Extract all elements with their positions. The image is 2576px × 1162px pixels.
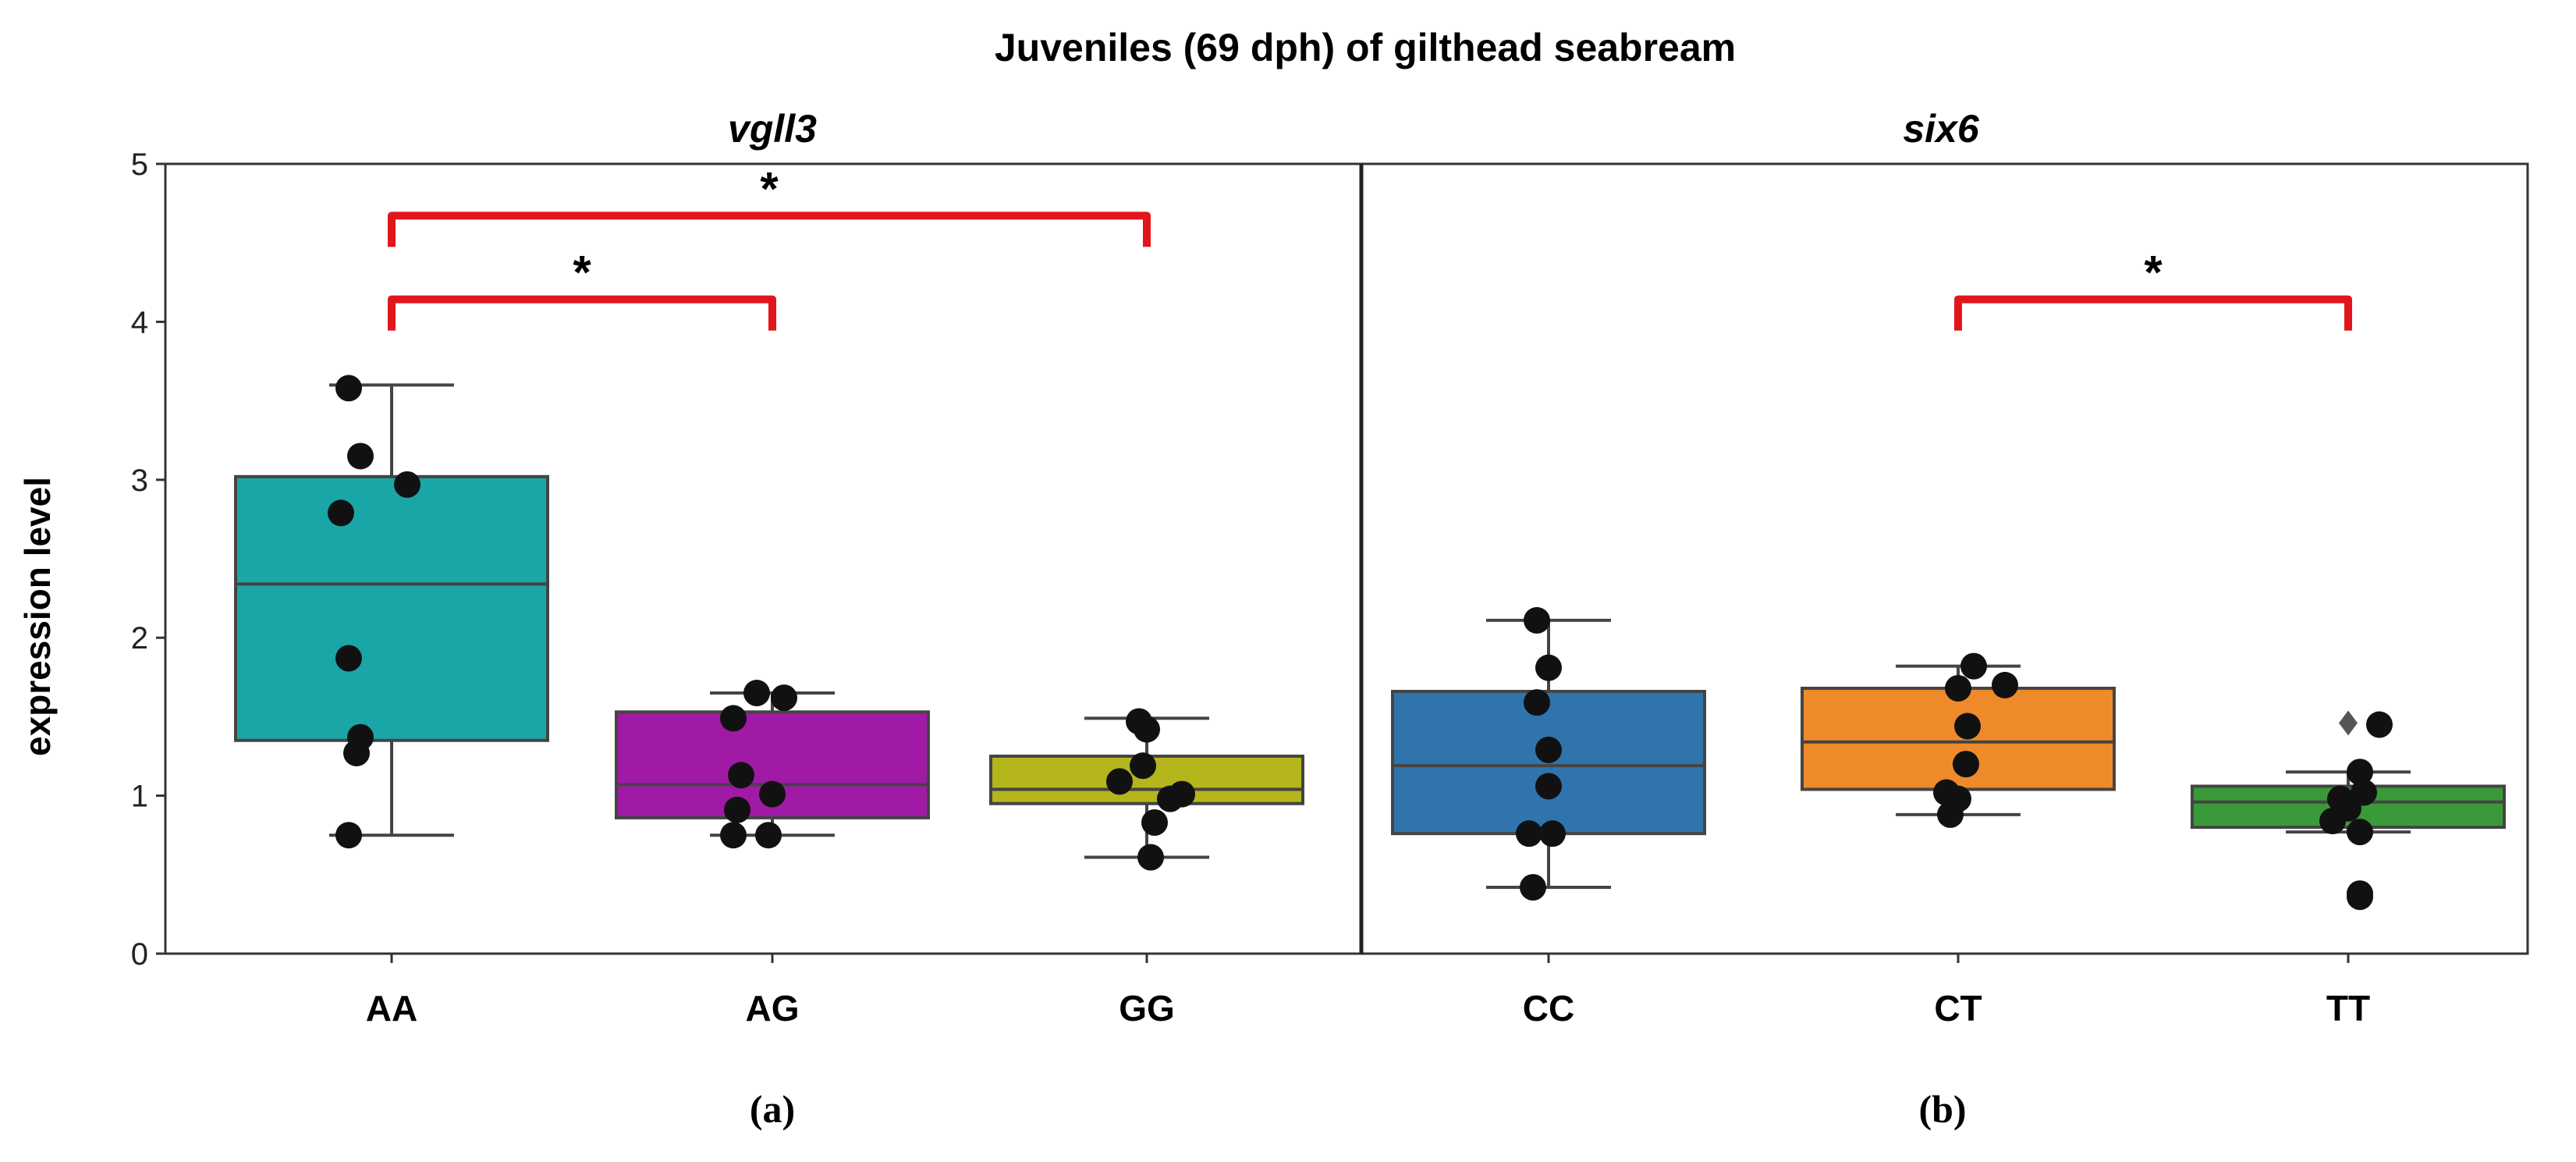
data-point bbox=[2347, 819, 2373, 846]
data-point bbox=[1157, 785, 1183, 812]
data-point bbox=[2347, 883, 2373, 911]
data-point bbox=[1937, 801, 1964, 828]
data-point bbox=[1945, 674, 1971, 702]
data-point bbox=[755, 822, 782, 849]
data-point bbox=[347, 442, 374, 470]
x-tick-label: GG bbox=[1119, 988, 1175, 1029]
y-axis-ticks: 0 1 2 3 4 5 bbox=[131, 147, 165, 972]
bracket-line bbox=[388, 211, 1151, 247]
significance-star: * bbox=[573, 247, 591, 299]
data-point bbox=[743, 680, 770, 707]
bracket-line bbox=[1954, 295, 2352, 331]
significance-bracket: * bbox=[1954, 247, 2352, 331]
data-point bbox=[1130, 752, 1156, 780]
data-point bbox=[335, 375, 362, 402]
outlier-marker bbox=[2339, 710, 2358, 736]
data-point bbox=[1539, 820, 1566, 848]
x-tick-label: AG bbox=[746, 988, 800, 1029]
box-GG: GG bbox=[989, 708, 1304, 1029]
plot-frame bbox=[164, 162, 2529, 955]
box-AG: AG bbox=[615, 680, 930, 1029]
data-point bbox=[1535, 773, 1562, 800]
data-point bbox=[1134, 716, 1160, 743]
y-tick-label: 0 bbox=[131, 937, 148, 972]
data-point bbox=[343, 739, 370, 766]
box-TT: TT bbox=[2191, 710, 2506, 1029]
panel-a-title: vgll3 bbox=[728, 107, 817, 151]
y-tick-label: 4 bbox=[131, 305, 148, 339]
y-tick-label: 2 bbox=[131, 621, 148, 656]
chart-title: Juveniles (69 dph) of gilthead seabream bbox=[995, 26, 1736, 69]
data-point bbox=[2366, 711, 2393, 738]
data-point bbox=[1535, 736, 1562, 763]
data-point bbox=[2347, 759, 2373, 786]
y-tick-label: 3 bbox=[131, 464, 148, 498]
data-point bbox=[1535, 654, 1562, 681]
data-point bbox=[1524, 606, 1550, 634]
panel-a-label: (a) bbox=[750, 1087, 795, 1131]
data-point bbox=[2319, 807, 2346, 834]
data-point bbox=[1960, 652, 1987, 680]
x-tick-label: CT bbox=[1934, 988, 1982, 1029]
significance-star: * bbox=[2144, 247, 2163, 299]
data-point bbox=[335, 822, 362, 849]
box-AA: AA bbox=[234, 375, 549, 1029]
panel-b-plot: CC CT TT * bbox=[1391, 247, 2506, 1029]
data-point bbox=[394, 471, 420, 498]
data-point bbox=[1516, 820, 1542, 848]
panel-a-plot: AA AG GG * * bbox=[234, 162, 1304, 1029]
data-point bbox=[328, 499, 354, 527]
y-tick-label: 1 bbox=[131, 780, 148, 814]
bracket-line bbox=[388, 295, 776, 331]
data-point bbox=[1953, 751, 1979, 778]
y-tick-label: 5 bbox=[131, 147, 148, 182]
significance-bracket: * bbox=[388, 162, 1151, 247]
data-point bbox=[1141, 809, 1168, 837]
data-point bbox=[724, 796, 750, 823]
box-iqr bbox=[234, 474, 549, 742]
data-point bbox=[1520, 873, 1546, 901]
data-point bbox=[1137, 844, 1164, 871]
data-point bbox=[1954, 712, 1981, 740]
data-point bbox=[1106, 768, 1133, 795]
x-tick-label: TT bbox=[2326, 988, 2370, 1029]
data-point bbox=[720, 705, 747, 732]
y-axis-label: expression level bbox=[17, 477, 58, 756]
box-CC: CC bbox=[1391, 606, 1706, 1029]
data-point bbox=[335, 645, 362, 672]
data-point bbox=[1992, 671, 2018, 698]
data-point bbox=[759, 780, 786, 808]
box-CT: CT bbox=[1801, 652, 2116, 1029]
x-tick-label: AA bbox=[366, 988, 417, 1029]
data-point bbox=[771, 684, 797, 712]
data-point bbox=[1524, 689, 1550, 716]
significance-star: * bbox=[760, 162, 779, 215]
x-tick-label: CC bbox=[1523, 988, 1574, 1029]
data-point bbox=[728, 762, 754, 789]
significance-bracket: * bbox=[388, 247, 776, 331]
data-point bbox=[720, 822, 747, 849]
panel-b-label: (b) bbox=[1918, 1087, 1966, 1131]
panel-b-title: six6 bbox=[1903, 107, 1980, 151]
